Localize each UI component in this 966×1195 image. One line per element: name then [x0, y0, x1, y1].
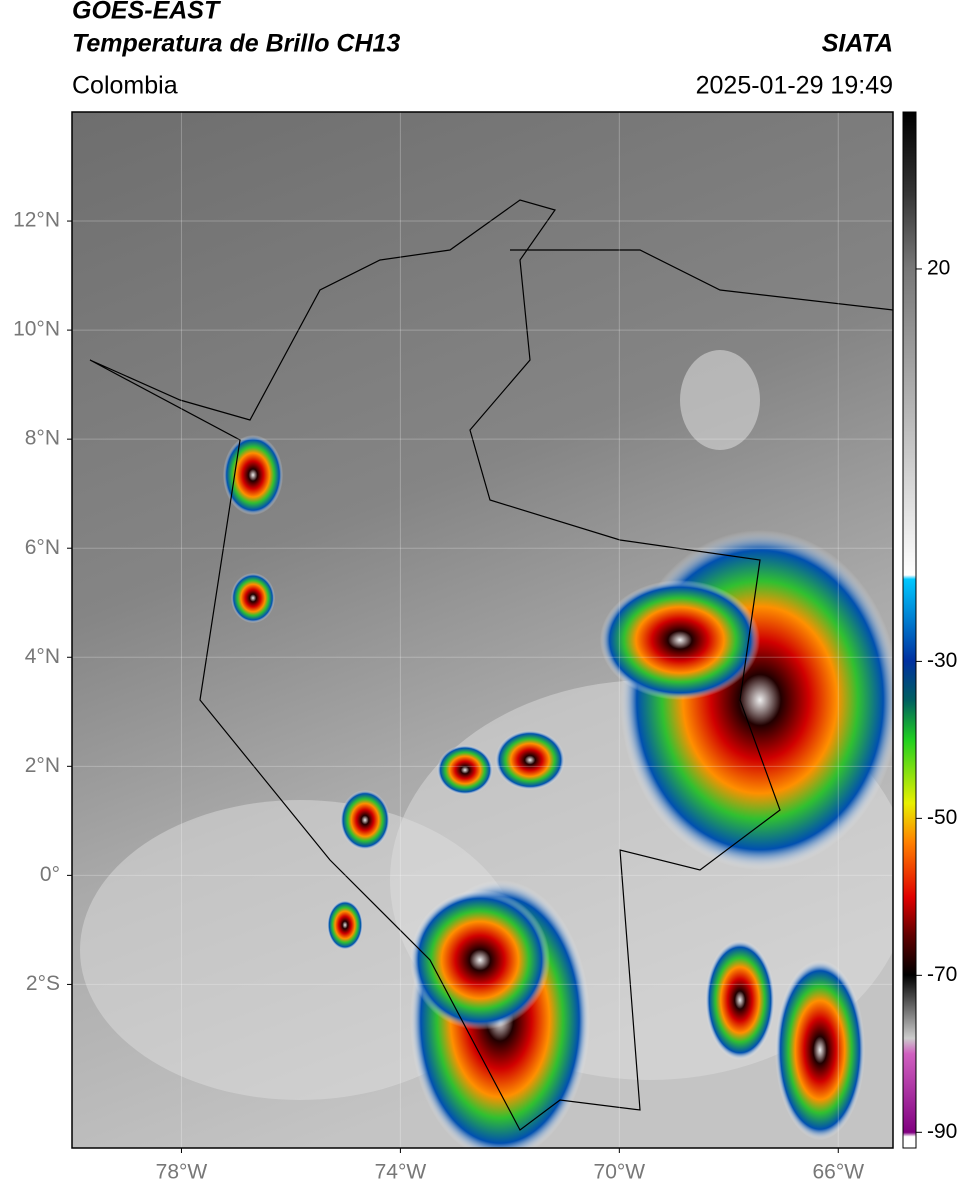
x-tick-label: 78°W [156, 1161, 208, 1184]
source: SIATA [822, 30, 893, 58]
y-tick-label: 12°N [13, 209, 60, 232]
colorbar-tick-label: -50 [927, 806, 957, 829]
title: GOES-EAST [72, 0, 222, 25]
timestamp: 2025-01-29 19:49 [696, 72, 893, 100]
x-tick-label: 66°W [812, 1161, 864, 1184]
x-tick-label: 70°W [594, 1161, 646, 1184]
colorbar [902, 111, 917, 1149]
x-tick-label: 74°W [375, 1161, 427, 1184]
y-tick-label: 10°N [13, 318, 60, 341]
grid [72, 112, 893, 1148]
y-tick-label: 6°N [25, 536, 60, 559]
subtitle: Temperatura de Brillo CH13 [72, 30, 400, 58]
colorbar-tick-label: 20 [927, 257, 950, 280]
y-tick-label: 2°S [26, 972, 60, 995]
colorbar-tick-label: -90 [927, 1120, 957, 1143]
y-tick-label: 2°N [25, 754, 60, 777]
y-tick-label: 4°N [25, 645, 60, 668]
satellite-image [72, 112, 893, 1148]
y-tick-label: 8°N [25, 427, 60, 450]
colorbar-tick-label: -70 [927, 963, 957, 986]
colorbar-tick-label: -30 [927, 649, 957, 672]
map-frame [71, 111, 894, 1149]
region: Colombia [72, 72, 178, 100]
y-tick-label: 0° [40, 863, 60, 886]
